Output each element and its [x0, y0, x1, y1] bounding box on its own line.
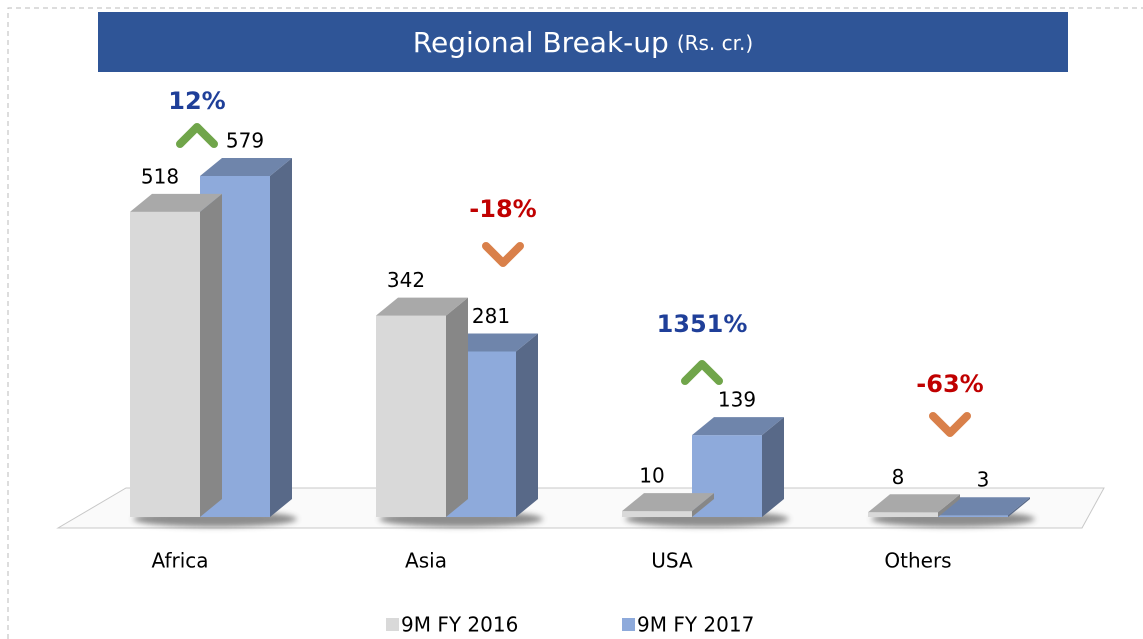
trend-arrow — [176, 123, 218, 148]
chart-subtitle: (Rs. cr.) — [677, 31, 753, 55]
chart-title: Regional Break-up — [413, 26, 669, 59]
data-label: 10 — [639, 464, 664, 488]
x-tick-label: Africa — [151, 549, 208, 573]
bar-side — [692, 493, 714, 517]
legend-label: 9M FY 2017 — [637, 613, 754, 637]
data-label: 3 — [977, 468, 990, 492]
bar — [868, 512, 938, 517]
data-label: 139 — [718, 388, 756, 412]
x-tick-label: USA — [651, 549, 693, 573]
bar-top — [200, 158, 292, 176]
data-label: 579 — [226, 129, 264, 153]
bar-top — [692, 417, 784, 436]
growth-label: 1351% — [657, 310, 748, 338]
trend-arrow — [482, 242, 524, 267]
trend-arrow — [929, 412, 971, 437]
title-bar — [98, 12, 1068, 72]
bar — [376, 315, 446, 517]
bar-side — [762, 417, 784, 517]
data-label: 281 — [472, 304, 510, 328]
bar-side — [446, 297, 468, 517]
bar-top — [130, 193, 222, 212]
legend-swatch — [622, 618, 635, 631]
data-label: 342 — [387, 268, 425, 292]
bar-top — [868, 494, 960, 513]
bar-top — [622, 493, 714, 512]
legend-label: 9M FY 2016 — [401, 613, 518, 637]
x-tick-label: Asia — [405, 549, 447, 573]
legend-swatch — [386, 618, 399, 631]
growth-label: -18% — [469, 195, 536, 223]
bar-top — [376, 297, 468, 316]
bar-top — [938, 497, 1030, 516]
growth-label: 12% — [168, 87, 225, 115]
data-label: 518 — [141, 164, 179, 188]
bar-side — [200, 193, 222, 518]
bar-side — [1008, 497, 1030, 517]
bar-top — [446, 333, 538, 352]
growth-label: -63% — [916, 370, 983, 398]
bar-side — [270, 158, 292, 517]
frame — [7, 7, 1143, 639]
bar — [938, 515, 1008, 517]
bar — [130, 211, 200, 518]
bar-side — [516, 333, 538, 517]
trend-arrow — [681, 360, 723, 385]
bar-side — [938, 494, 960, 517]
bar — [622, 511, 692, 517]
floor — [56, 487, 1105, 529]
x-tick-label: Others — [884, 549, 951, 573]
title-group: Regional Break-up (Rs. cr.) — [413, 26, 753, 59]
data-label: 8 — [892, 465, 905, 489]
